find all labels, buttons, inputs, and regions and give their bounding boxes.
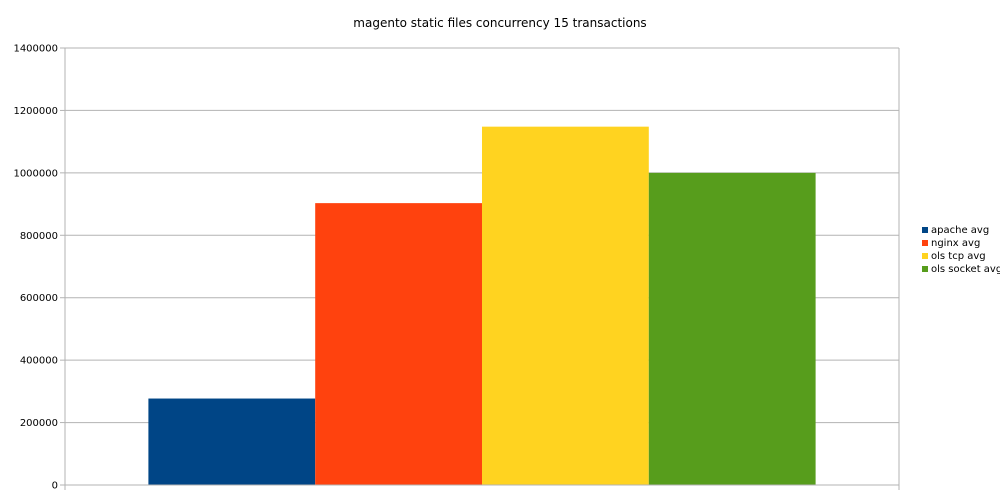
bar-nginx-avg [315, 203, 482, 485]
y-tick-label: 1400000 [13, 44, 58, 55]
legend-swatch [922, 227, 928, 233]
bar-ols-tcp-avg [482, 126, 649, 485]
legend-swatch [922, 240, 928, 246]
legend-label: ols socket avg [931, 264, 1000, 275]
y-tick-label: 200000 [20, 418, 58, 429]
y-tick-label: 1200000 [13, 106, 58, 117]
legend-label: nginx avg [931, 238, 980, 249]
y-axis: 0 200000 400000 600000 800000 1000000 1200000 1… [13, 44, 900, 492]
legend: apache avg nginx avg ols tcp avg ols socket… [922, 225, 1000, 275]
bar-apache-avg [148, 398, 316, 485]
y-tick-label: 400000 [20, 356, 58, 367]
y-tick-label: 1000000 [13, 168, 58, 179]
chart-title: magento static files concurrency 15 tran… [353, 16, 646, 30]
bar-ols-socket-avg [648, 172, 816, 485]
legend-swatch [922, 253, 928, 259]
y-tick-label: 0 [52, 481, 58, 492]
legend-swatch [922, 266, 928, 272]
legend-label: apache avg [931, 225, 989, 236]
y-tick-label: 800000 [20, 231, 58, 242]
legend-label: ols tcp avg [931, 251, 986, 262]
y-tick-label: 600000 [20, 293, 58, 304]
bars [148, 126, 816, 485]
